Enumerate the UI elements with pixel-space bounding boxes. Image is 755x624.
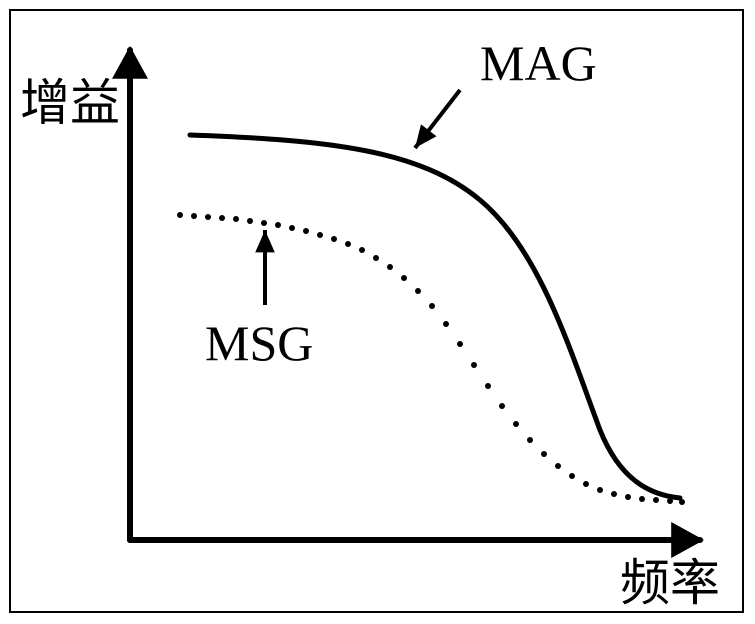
gain-vs-frequency-chart: 增益频率 MAG MSG — [0, 0, 755, 624]
annotation-label-msg: MSG — [205, 315, 313, 371]
x-axis-label: 频率 — [620, 555, 720, 611]
y-axis-label: 增益 — [20, 75, 120, 131]
annotation-label-mag: MAG — [480, 35, 597, 91]
